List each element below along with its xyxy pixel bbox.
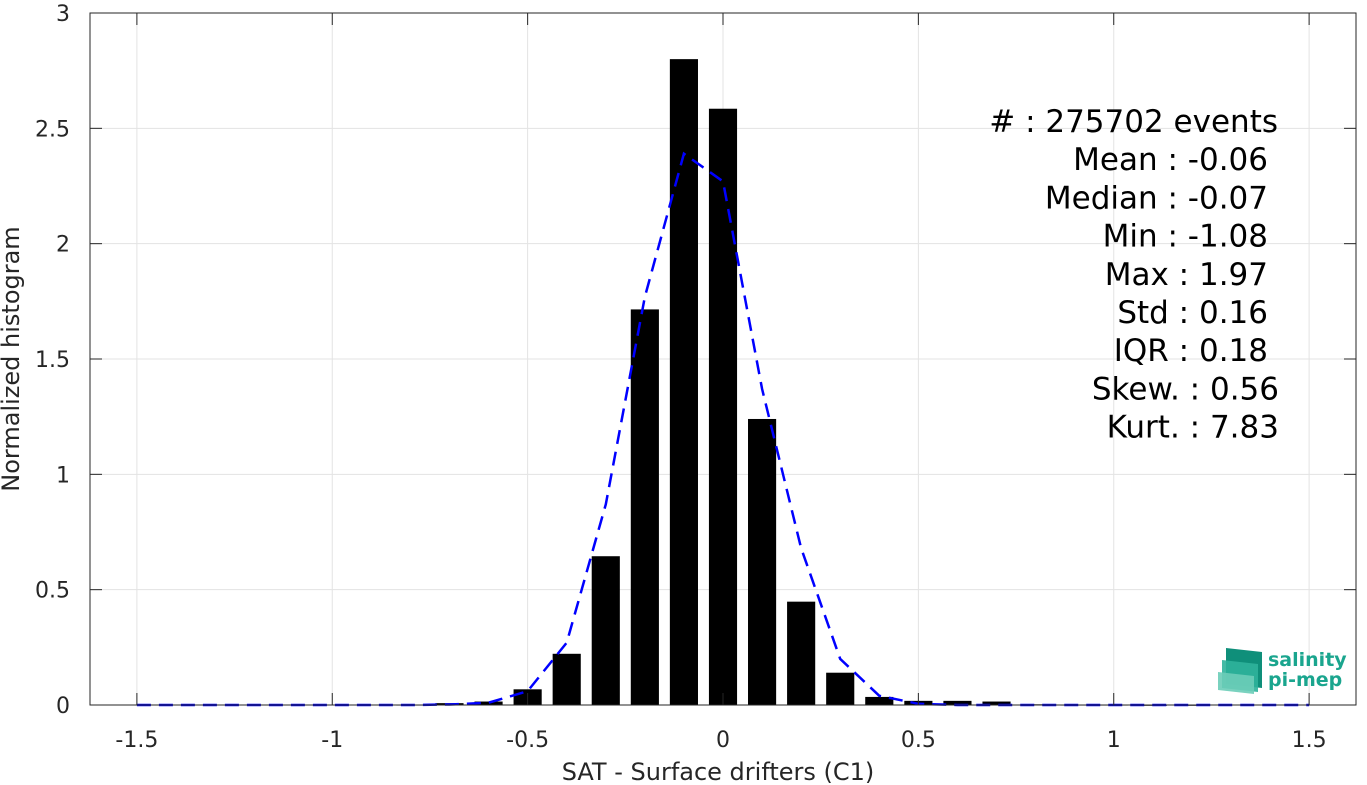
stat-line: Min : -1.08 xyxy=(1103,219,1268,255)
logo-mark-icon xyxy=(1218,648,1262,694)
x-tick-label: -1 xyxy=(321,728,343,753)
x-tick-label: -0.5 xyxy=(506,728,549,753)
histogram-bar xyxy=(943,700,972,705)
histogram-bar xyxy=(552,653,581,705)
histogram-bar xyxy=(787,601,816,705)
stat-line: Skew. : 0.56 xyxy=(1092,371,1279,407)
stat-line: IQR : 0.18 xyxy=(1114,333,1268,369)
y-axis-label: Normalized histogram xyxy=(0,226,25,491)
histogram-bar xyxy=(630,309,659,705)
histogram-bar xyxy=(669,59,698,705)
y-tick-label: 2.5 xyxy=(35,117,70,142)
y-tick-label: 3 xyxy=(56,2,70,27)
tick-labels: -1.5 -1 -0.5 0 0.5 1 1.5 0 0.5 1 1.5 2 2.5 3 xyxy=(35,2,1327,753)
stat-line: # : 275702 events xyxy=(989,104,1278,140)
x-tick-label: 1.5 xyxy=(1292,728,1327,753)
logo-line1: salinity xyxy=(1268,649,1347,671)
stat-line: Median : -0.07 xyxy=(1045,180,1268,216)
histogram-bar xyxy=(708,108,738,705)
stat-line: Max : 1.97 xyxy=(1105,257,1268,293)
bars xyxy=(396,59,1206,706)
y-tick-label: 0.5 xyxy=(35,579,70,604)
x-tick-label: 0 xyxy=(716,728,730,753)
stat-line: Kurt. : 7.83 xyxy=(1107,410,1279,446)
logo-line2: pi-mep xyxy=(1268,669,1342,691)
x-tick-label: 1 xyxy=(1107,728,1121,753)
salinity-pi-mep-logo: salinity pi-mep xyxy=(1218,648,1347,694)
histogram-bar xyxy=(748,418,777,705)
y-tick-label: 1.5 xyxy=(35,348,70,373)
histogram-bar xyxy=(826,672,855,705)
stat-line: Mean : -0.06 xyxy=(1073,142,1268,178)
y-tick-label: 1 xyxy=(56,463,70,488)
y-tick-label: 2 xyxy=(56,233,70,258)
histogram-bar xyxy=(865,696,894,705)
ticks xyxy=(90,12,1356,706)
x-axis-label: SAT - Surface drifters (C1) xyxy=(562,758,875,785)
x-tick-label: -1.5 xyxy=(115,728,158,753)
x-tick-label: 0.5 xyxy=(901,728,936,753)
stat-line: Std : 0.16 xyxy=(1117,295,1268,331)
histogram-bar xyxy=(474,701,503,705)
histogram-bar xyxy=(982,701,1011,705)
y-tick-label: 0 xyxy=(56,694,70,719)
histogram-bar xyxy=(591,556,620,705)
